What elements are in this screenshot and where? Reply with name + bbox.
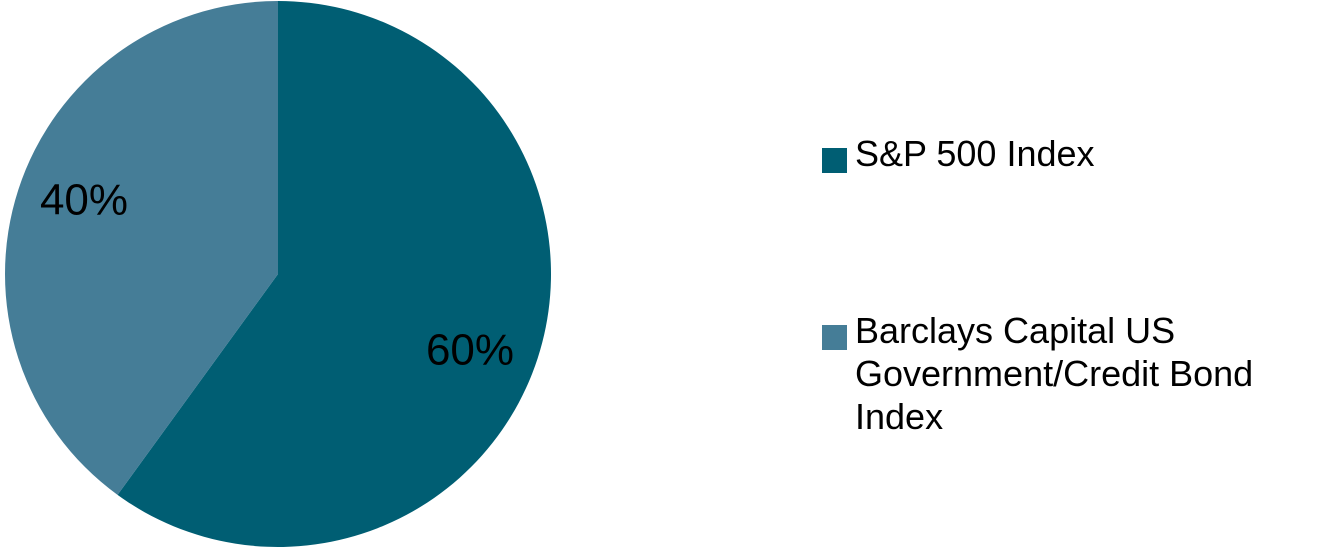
pie-slice-barclays-bond-index xyxy=(5,1,279,495)
chart-legend: S&P 500 Index Barclays Capital US Govern… xyxy=(822,0,1322,547)
legend-swatch-sp500 xyxy=(822,148,847,173)
legend-label-barclays-bond-index: Barclays Capital US Government/Credit Bo… xyxy=(855,310,1254,437)
legend-item-sp500: S&P 500 Index xyxy=(822,132,1325,175)
legend-swatch-barclays-bond-index xyxy=(822,325,847,350)
pie-slice-sp500 xyxy=(117,1,551,547)
data-label-barclays-bond-index: 40% xyxy=(40,176,128,225)
legend-label-sp500: S&P 500 Index xyxy=(855,133,1095,174)
legend-item-barclays-bond-index: Barclays Capital US Government/Credit Bo… xyxy=(822,309,1325,438)
data-label-sp500: 60% xyxy=(426,326,514,375)
pie-data-labels: 60% 40% xyxy=(40,176,514,375)
pie-slices xyxy=(5,1,551,547)
